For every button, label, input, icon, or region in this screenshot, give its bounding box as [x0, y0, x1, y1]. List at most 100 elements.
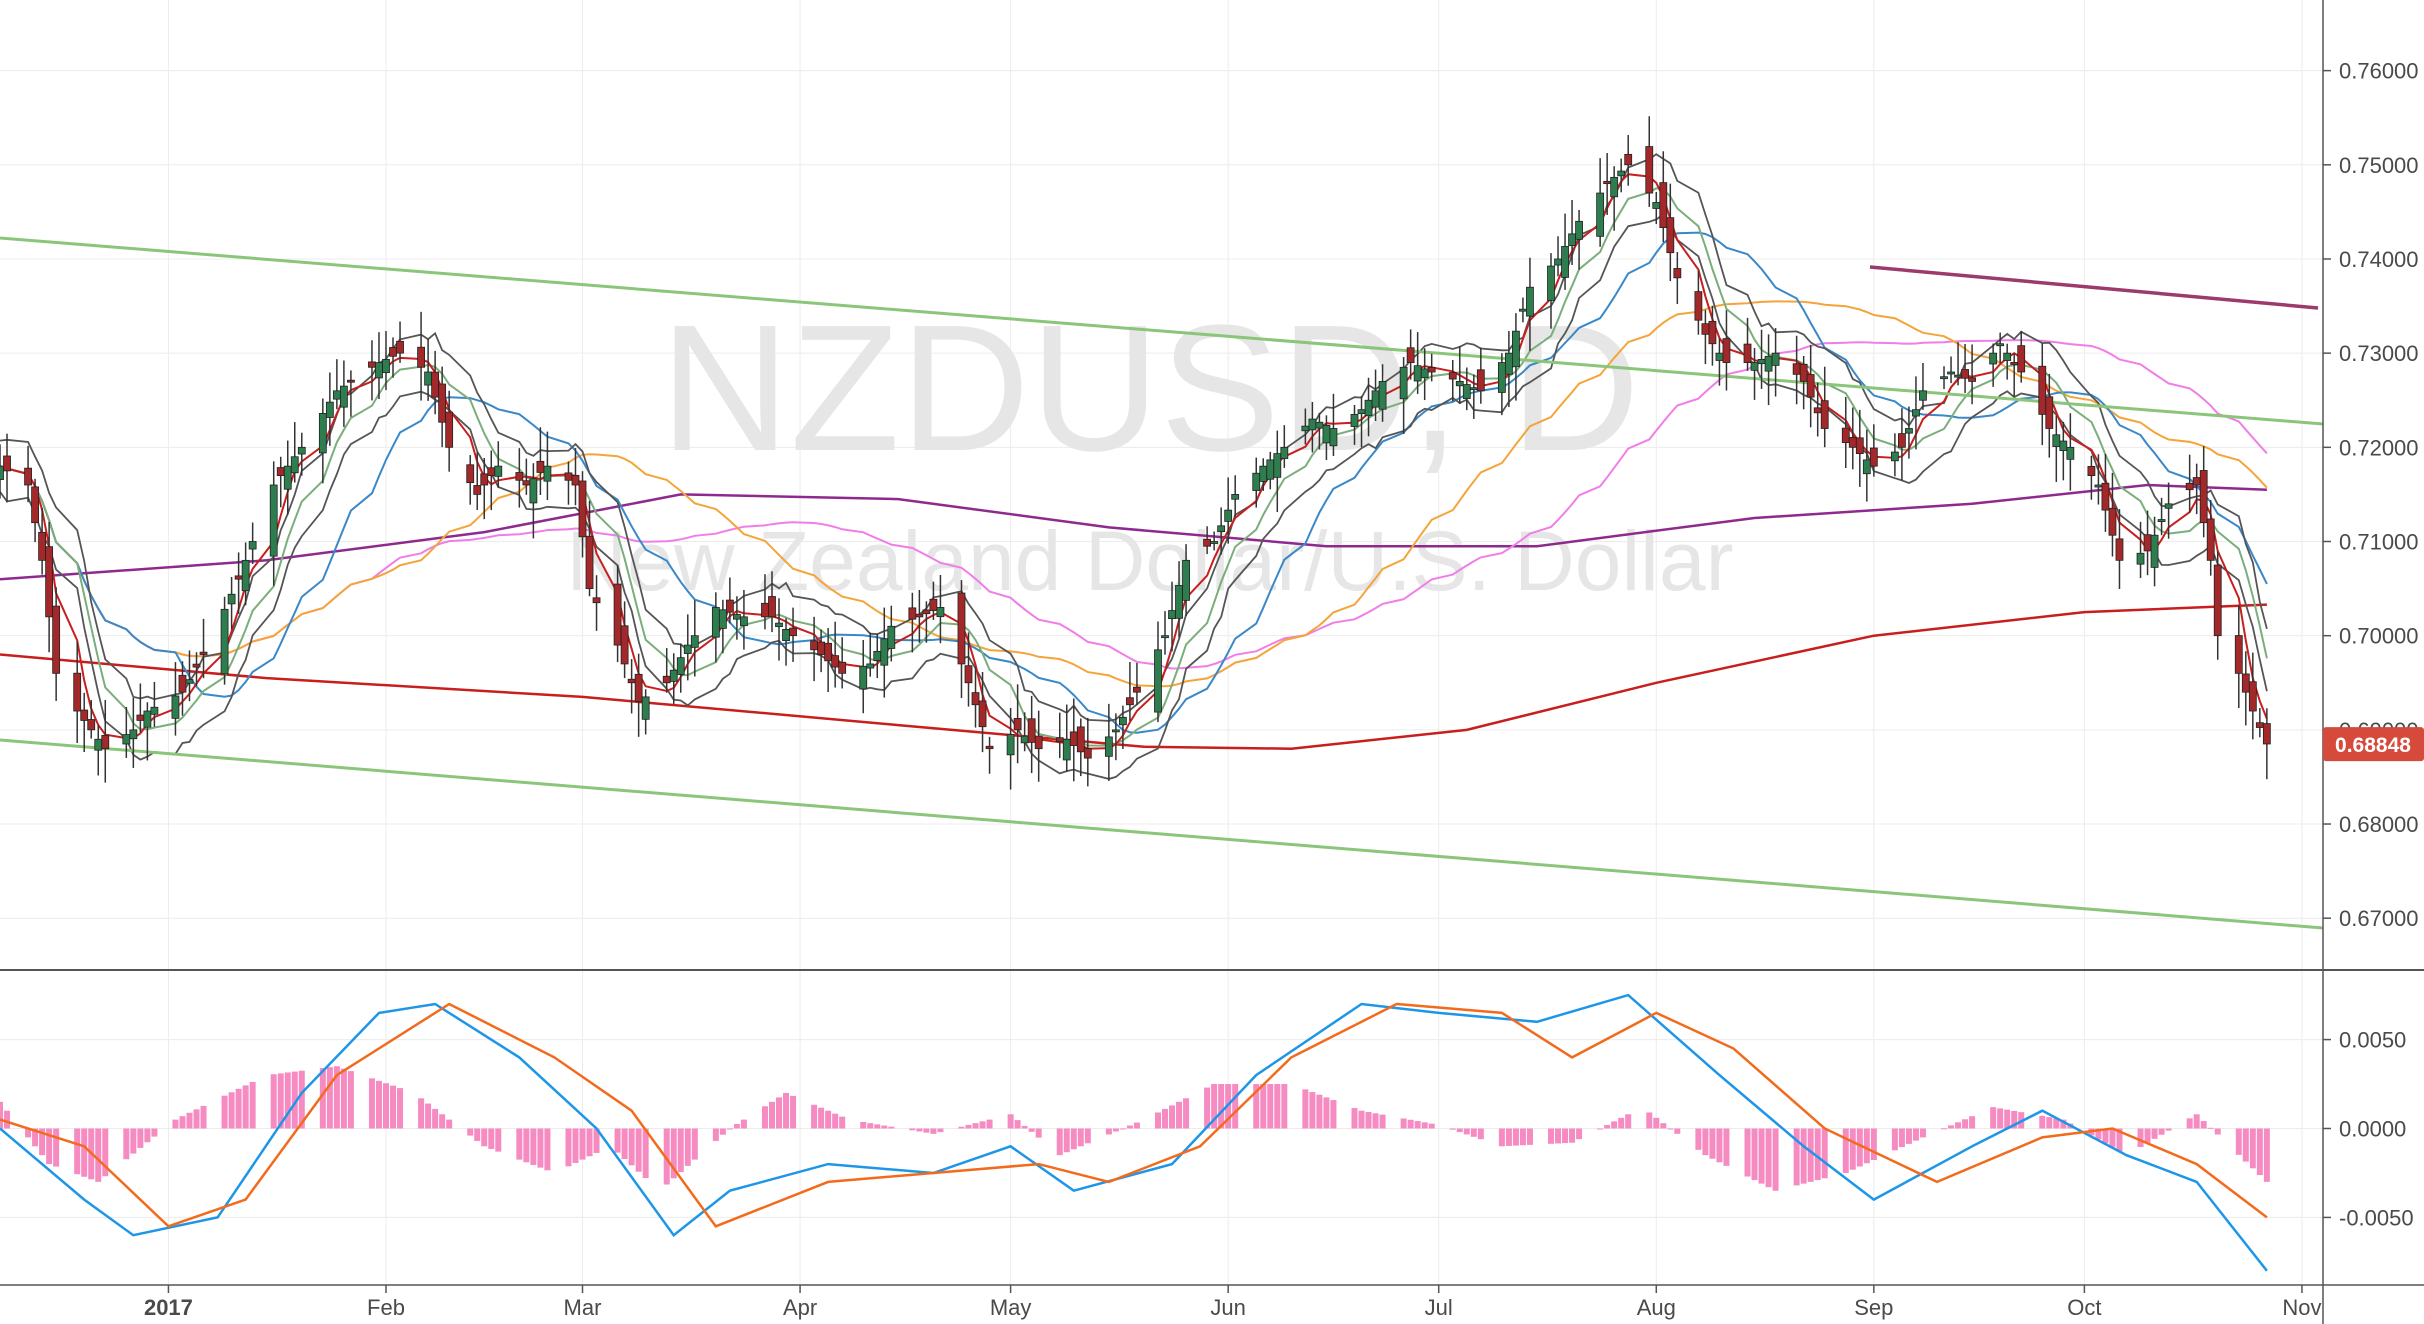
ma-pink-line — [0, 339, 2268, 670]
candle-body — [824, 642, 833, 662]
macd-histogram-bar — [516, 1128, 523, 1160]
candle-body — [662, 675, 671, 684]
macd-histogram-bar — [726, 1128, 733, 1130]
y-tick-label: 0.74000 — [2339, 247, 2419, 272]
macd-histogram-bar — [593, 1128, 600, 1153]
candle-body — [1154, 649, 1162, 713]
x-tick-label: Sep — [1854, 1295, 1893, 1320]
candle-body — [494, 465, 503, 477]
macd-histogram-bar — [1856, 1128, 1863, 1167]
candle-body — [740, 616, 748, 627]
candle — [1512, 313, 1520, 401]
macd-histogram-bar — [2109, 1128, 2116, 1148]
candle-body — [1596, 192, 1605, 237]
ma-orange-line — [0, 300, 2268, 688]
macd-histogram-bar — [2046, 1117, 2053, 1129]
candle-body — [1799, 363, 1808, 382]
candle-body — [2045, 396, 2054, 429]
macd-histogram-bar — [783, 1092, 790, 1129]
ma-line — [0, 483, 2267, 581]
candle-body — [2038, 365, 2047, 415]
macd-histogram-bar — [1414, 1121, 1421, 1129]
macd-histogram-bar — [1702, 1128, 1709, 1156]
y-tick-label: 0.68000 — [2339, 812, 2419, 837]
candle — [929, 581, 938, 621]
channel-lower-line — [0, 738, 2324, 930]
macd-histogram-bar — [2011, 1110, 2018, 1129]
candle — [2087, 455, 2096, 500]
candle-body — [880, 638, 889, 666]
candle — [2101, 454, 2110, 532]
candle — [985, 736, 994, 774]
candle-body — [1203, 538, 1212, 547]
candle — [1813, 382, 1822, 437]
macd-histogram-bar — [1955, 1122, 1962, 1129]
candle — [775, 598, 783, 661]
macd-histogram-bar — [2004, 1109, 2011, 1129]
candle — [1378, 364, 1387, 422]
candle — [1624, 135, 1633, 186]
candle-body — [1750, 362, 1759, 371]
candle-body — [2136, 552, 2145, 565]
last-price-label: 0.68848 — [2335, 734, 2411, 757]
candle-body — [396, 340, 404, 354]
macd-histogram-bar — [2151, 1128, 2158, 1139]
candle-body — [1954, 374, 1962, 378]
macd-histogram-bar — [719, 1128, 726, 1135]
candle — [1329, 393, 1338, 457]
macd-histogram-bar — [4, 1110, 11, 1129]
candle — [1792, 335, 1801, 405]
candle — [1652, 191, 1661, 225]
macd-histogram-bar — [221, 1095, 228, 1129]
candle-body — [2213, 564, 2222, 637]
candle — [873, 633, 882, 679]
macd-histogram-bar — [930, 1128, 937, 1134]
macd-histogram-bar — [761, 1106, 768, 1129]
macd-histogram-bar — [495, 1128, 502, 1152]
macd-histogram-bar — [1969, 1116, 1976, 1129]
macd-histogram-bar — [1183, 1098, 1190, 1129]
macd-histogram-bar — [1849, 1128, 1856, 1170]
macd-histogram-bar — [1674, 1128, 1681, 1134]
candle — [592, 575, 601, 631]
candle — [2157, 497, 2166, 536]
candle-body — [1350, 413, 1359, 427]
candle-body — [1792, 363, 1801, 375]
candle — [318, 398, 327, 484]
macd-histogram-bar — [333, 1066, 340, 1129]
candle-body — [1027, 718, 1036, 743]
candle-body — [1034, 735, 1043, 750]
candle-body — [445, 411, 454, 448]
candle-body — [1364, 399, 1373, 417]
macd-histogram-bar — [137, 1128, 144, 1148]
macd-histogram-bar — [1723, 1128, 1730, 1166]
candle — [1062, 704, 1071, 772]
candle-body — [101, 734, 110, 750]
candle-body — [185, 679, 194, 684]
candle — [1855, 409, 1864, 487]
macd-histogram-bar — [1456, 1128, 1463, 1133]
candle-body — [1217, 525, 1226, 533]
candle-body — [1764, 355, 1773, 372]
candle-body — [2255, 722, 2264, 728]
candle — [1273, 430, 1282, 513]
candle-body — [1855, 437, 1864, 455]
candle — [396, 321, 404, 363]
candle-body — [1996, 343, 2005, 347]
candle — [445, 390, 454, 472]
macd-histogram-bar — [1948, 1125, 1955, 1129]
macd-histogram-bar — [123, 1128, 130, 1160]
macd-histogram-bar — [1898, 1128, 1905, 1148]
candle — [185, 650, 194, 702]
candle — [2003, 343, 2012, 380]
candle — [1083, 717, 1092, 787]
macd-histogram-bar — [776, 1097, 783, 1129]
candle-body — [1890, 451, 1899, 462]
candle-body — [1905, 428, 1913, 434]
macd-histogram-bar — [1611, 1121, 1618, 1129]
candle-body — [1701, 323, 1710, 335]
candle — [1996, 332, 2005, 364]
candle — [2164, 482, 2173, 539]
macd-line — [0, 993, 2268, 1272]
candle-body — [24, 467, 32, 486]
